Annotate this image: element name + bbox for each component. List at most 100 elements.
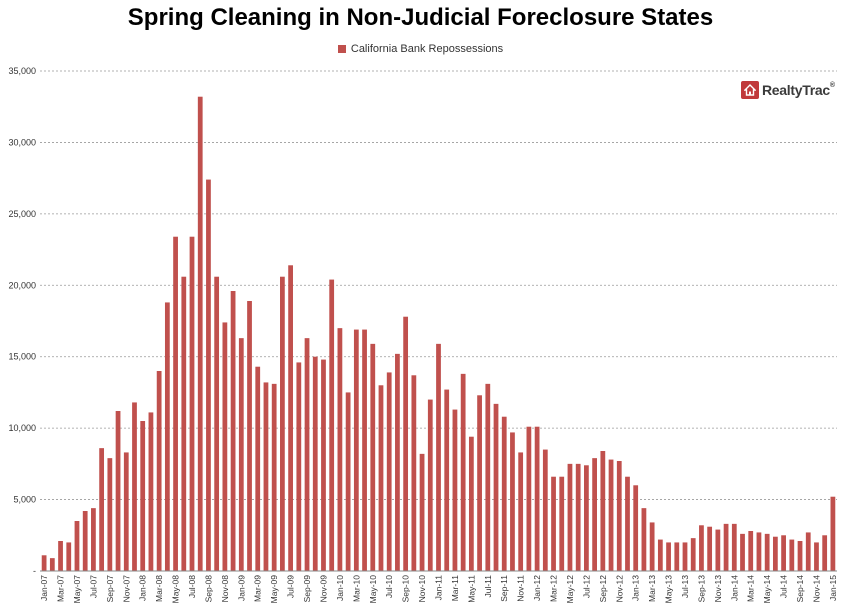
x-tick-label: May-07 <box>72 575 82 604</box>
bar <box>805 532 811 571</box>
x-tick-label: May-12 <box>565 575 575 604</box>
y-tick-label: 15,000 <box>8 352 36 362</box>
x-tick-label: Nov-13 <box>713 575 723 603</box>
x-tick-label: Nov-12 <box>614 575 624 603</box>
bar <box>584 465 589 571</box>
legend-swatch <box>337 45 346 53</box>
bar <box>115 411 121 571</box>
x-tick-label: Mar-08 <box>154 575 164 602</box>
x-tick-label: Jan-13 <box>631 575 641 601</box>
x-tick-label: Sep-13 <box>696 575 706 603</box>
gridlines <box>40 70 837 500</box>
bar <box>592 458 597 571</box>
x-tick-label: Sep-08 <box>203 575 213 603</box>
bar <box>304 338 310 571</box>
bar <box>107 458 113 571</box>
bar <box>214 276 220 571</box>
bar <box>156 371 162 571</box>
bar <box>600 451 606 571</box>
bar <box>789 539 795 571</box>
x-tick-label: Jul-12 <box>581 575 591 598</box>
bar <box>123 452 129 571</box>
bar <box>748 531 754 571</box>
bar <box>296 362 302 571</box>
bar <box>197 96 203 572</box>
bar <box>288 265 293 571</box>
y-tick-label: 25,000 <box>8 209 36 219</box>
bar <box>427 399 433 571</box>
bar <box>238 338 244 571</box>
bar <box>181 276 187 571</box>
bar <box>666 542 671 571</box>
bar <box>493 403 499 571</box>
bar <box>255 366 261 571</box>
x-tick-label: Jul-13 <box>680 575 690 598</box>
bar <box>91 508 96 571</box>
chart-title: Spring Cleaning in Non-Judicial Foreclos… <box>127 4 714 31</box>
bar <box>403 316 409 571</box>
bar <box>797 541 803 571</box>
x-tick-label: Sep-11 <box>499 575 509 602</box>
bar <box>518 452 524 571</box>
bar <box>66 542 72 571</box>
bar <box>542 449 548 571</box>
house-icon <box>741 81 759 99</box>
x-tick-label: Jul-14 <box>779 575 789 598</box>
bar <box>386 372 392 571</box>
x-tick-label: Sep-14 <box>795 575 805 603</box>
x-tick-label: Jan-12 <box>532 575 542 601</box>
x-tick-label: Mar-13 <box>647 575 657 602</box>
x-tick-label: Nov-14 <box>811 575 821 603</box>
bar <box>649 522 655 571</box>
bar <box>378 385 384 571</box>
bar <box>419 453 425 571</box>
x-tick-label: Mar-10 <box>351 575 361 602</box>
bar <box>781 535 786 571</box>
bar <box>526 426 532 571</box>
y-tick-label: - <box>33 566 36 576</box>
x-tick-label: Jul-07 <box>88 575 98 598</box>
x-tick-label: Jan-08 <box>138 575 148 601</box>
bar <box>345 392 351 571</box>
bar <box>764 533 770 571</box>
x-tick-label: Jul-11 <box>483 575 493 598</box>
bar <box>280 276 285 571</box>
x-tick-label: Nov-11 <box>516 575 526 602</box>
x-tick-label: Mar-12 <box>549 575 559 602</box>
bar <box>444 389 450 571</box>
bar <box>625 476 630 571</box>
bar <box>436 343 441 571</box>
bar <box>411 375 417 571</box>
legend-label: California Bank Repossessions <box>350 43 504 55</box>
bar <box>551 476 556 571</box>
bar <box>164 302 170 571</box>
x-tick-label: Nov-08 <box>220 575 230 603</box>
x-tick-label: Sep-07 <box>105 575 115 603</box>
y-tick-label: 20,000 <box>8 280 36 290</box>
bar <box>756 532 762 571</box>
bar <box>362 329 367 571</box>
bar <box>148 412 154 571</box>
bar <box>814 542 819 571</box>
x-tick-label: Jul-10 <box>384 575 394 598</box>
bar <box>822 535 828 571</box>
bar <box>460 373 466 571</box>
x-tick-label: May-10 <box>368 575 378 604</box>
y-tick-label: 30,000 <box>8 137 36 147</box>
bar <box>567 463 573 571</box>
bar <box>510 432 515 571</box>
bar <box>247 301 252 571</box>
bar <box>263 382 269 571</box>
x-tick-label: Sep-09 <box>302 575 312 603</box>
x-tick-label: Sep-10 <box>401 575 411 603</box>
x-tick-label: Nov-09 <box>318 575 328 603</box>
bar <box>468 436 474 571</box>
x-tick-label: Jul-09 <box>286 575 296 598</box>
bar <box>575 463 581 571</box>
x-tick-label: May-13 <box>664 575 674 604</box>
bar <box>99 448 105 571</box>
bar <box>682 542 688 571</box>
realtytrac-logo: RealtyTrac® <box>741 81 835 99</box>
bar <box>49 558 55 571</box>
bar <box>830 496 836 571</box>
